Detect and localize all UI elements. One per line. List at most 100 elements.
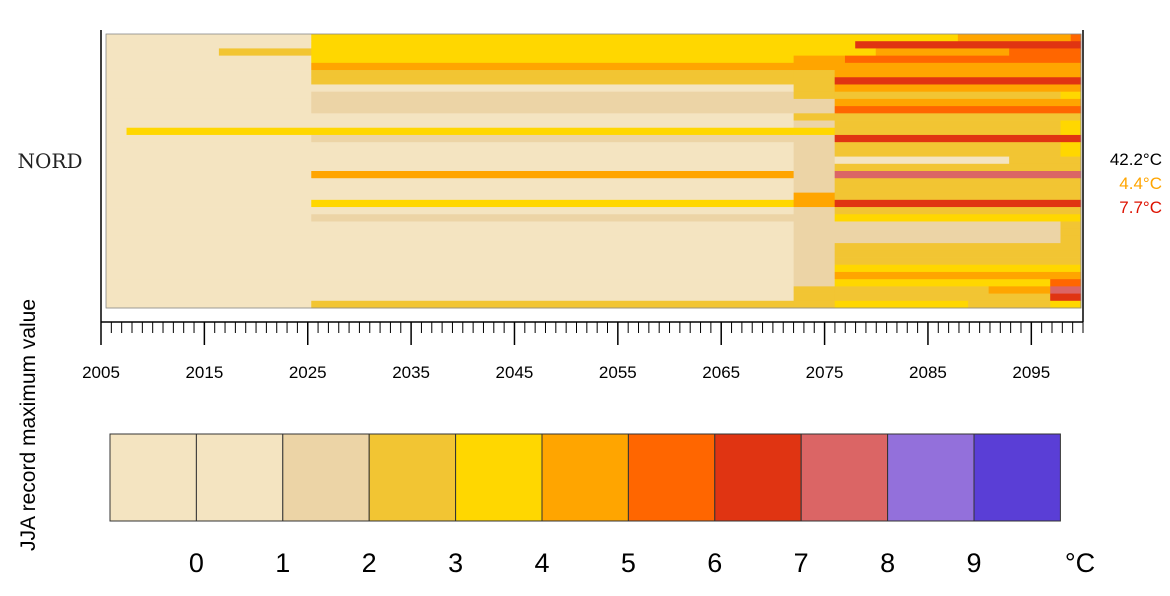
heatmap-cell-r32-s3 <box>834 264 1082 273</box>
heatmap-cell-r6-s3 <box>834 77 1082 85</box>
heatmap-cell-r29-s2 <box>793 243 836 251</box>
heatmap-cell-r32-s0 <box>106 264 312 273</box>
plot-frame <box>105 33 1082 309</box>
heatmap-cell-r0-s0 <box>106 34 312 42</box>
heatmap-cell-r16-s1 <box>311 149 795 157</box>
legend-label-1: 1 <box>275 548 290 578</box>
heatmap-cell-r19-s2 <box>793 171 836 179</box>
heatmap-cell-r15-s3 <box>834 142 1061 150</box>
heatmap-cell-r37-s5 <box>1050 300 1082 309</box>
heatmap-cell-r35-s3 <box>834 286 990 294</box>
heatmap-cell-r27-s2 <box>793 228 836 237</box>
heatmap-cell-r13-s0 <box>106 127 127 136</box>
heatmap-cell-r22-s3 <box>834 192 1082 201</box>
heatmap-cell-r26-s2 <box>793 221 836 230</box>
heatmap-cell-r32-s1 <box>311 264 795 273</box>
heatmap-cell-r9-s3 <box>834 98 1082 107</box>
heatmap-cell-r6-s1 <box>311 77 795 85</box>
heatmap-cell-r24-s0 <box>106 207 312 215</box>
heatmap-cell-r30-s2 <box>793 250 836 258</box>
heatmap-cell-r14-s0 <box>106 134 312 143</box>
legend-label-0: 0 <box>189 548 204 578</box>
heatmap-cell-r20-s1 <box>311 178 795 186</box>
heatmap-cell-r2-s1 <box>218 48 312 57</box>
heatmap-cell-r14-s2 <box>793 134 836 143</box>
heatmap-cell-r36-s1 <box>311 293 795 302</box>
heatmap-cell-r10-s2 <box>793 106 836 114</box>
heatmap-cell-r30-s0 <box>106 250 312 258</box>
legend-swatch-3 <box>368 433 457 522</box>
heatmap-cell-r31-s0 <box>106 257 312 266</box>
heatmap-cell-r17-s1 <box>311 156 795 165</box>
heatmap-cell-r27-s4 <box>1060 228 1082 237</box>
heatmap-cell-r25-s0 <box>106 214 312 222</box>
heatmap-cell-r21-s0 <box>106 185 312 194</box>
x-tick-label-2075: 2075 <box>806 363 844 382</box>
legend-swatch-5 <box>541 433 629 522</box>
heatmap-cell-r9-s1 <box>311 98 795 107</box>
heatmap-cell-r35-s2 <box>793 286 836 294</box>
heatmap-cell-r2-s2 <box>311 48 877 57</box>
legend-unit: °C <box>1065 548 1095 578</box>
heatmap-cell-r33-s2 <box>793 271 836 280</box>
heatmap-cell-r35-s4 <box>988 286 1051 294</box>
heatmap-cell-r15-s4 <box>1060 142 1082 150</box>
heatmap-cell-r25-s1 <box>311 214 795 222</box>
heatmap-cell-r27-s0 <box>106 228 312 237</box>
heatmap-cell-r25-s2 <box>793 214 836 222</box>
x-axis-tick-labels: 2005 2015 2025 2035 2045 2055 2065 2075 2085 2095 <box>82 363 1050 382</box>
heatmap-cell-r26-s3 <box>834 221 1061 230</box>
readout-value-2: 7.7°C <box>1119 198 1162 217</box>
heatmap-cell-r6-s2 <box>793 77 836 85</box>
heatmap-cell-r18-s3 <box>834 163 1082 172</box>
heatmap-cell-r22-s0 <box>106 192 312 201</box>
heatmap-cell-r11-s3 <box>834 113 1082 121</box>
heatmap-cell-r35-s0 <box>106 286 312 294</box>
heatmap-cell-r20-s2 <box>793 178 836 186</box>
heatmap-cell-r36-s3 <box>834 293 990 302</box>
heatmap-cell-r30-s3 <box>834 250 1082 258</box>
heatmap-cell-r1-s0 <box>106 41 312 49</box>
heatmap-cell-r9-s0 <box>106 98 312 107</box>
heatmap-cell-r4-s0 <box>106 62 312 71</box>
heatmap-cell-r13-s3 <box>834 127 1061 136</box>
heatmap-cell-r15-s0 <box>106 142 312 150</box>
heatmap-cell-r34-s1 <box>311 279 795 287</box>
heatmap-cell-r3-s2 <box>793 55 846 64</box>
heatmap-cell-r19-s1 <box>311 171 795 179</box>
heatmap-cell-r7-s1 <box>311 84 795 93</box>
heatmap-cell-r17-s3 <box>834 156 1010 165</box>
heatmap-cell-r37-s2 <box>793 300 836 309</box>
heatmap-cell-r1-s2 <box>855 41 1082 49</box>
heatmap-cell-r34-s2 <box>793 279 836 287</box>
heatmap-cells <box>106 34 1082 309</box>
legend-labels: 0 1 2 3 4 5 6 7 8 9 <box>189 548 982 578</box>
x-tick-label-2065: 2065 <box>702 363 740 382</box>
heatmap-cell-r10-s1 <box>311 106 795 114</box>
x-tick-label-2025: 2025 <box>289 363 327 382</box>
heatmap-cell-r12-s2 <box>793 120 836 129</box>
legend-swatch-9 <box>887 433 975 522</box>
heatmap-cell-r12-s3 <box>834 120 1061 129</box>
heatmap-cell-r33-s3 <box>834 271 1082 280</box>
heatmap-cell-r24-s1 <box>311 207 795 215</box>
legend-swatch-2 <box>282 433 370 522</box>
x-tick-label-2005: 2005 <box>82 363 120 382</box>
x-tick-label-2015: 2015 <box>185 363 223 382</box>
heatmap-cell-r28-s3 <box>834 235 1061 244</box>
legend-swatch-6 <box>627 433 716 522</box>
heatmap-cell-r18-s2 <box>793 163 836 172</box>
heatmap-cell-r37-s1 <box>311 300 795 309</box>
heatmap-cell-r17-s2 <box>793 156 836 165</box>
heatmap-cell-r24-s3 <box>834 207 1082 215</box>
heatmap-cell-r31-s3 <box>834 257 1082 266</box>
heatmap-cell-r26-s0 <box>106 221 312 230</box>
heatmap-cell-r36-s5 <box>1050 293 1082 302</box>
x-axis-ticks <box>100 322 1084 345</box>
heatmap-cell-r8-s0 <box>106 91 312 100</box>
legend-label-8: 8 <box>880 548 895 578</box>
heatmap-cell-r1-s1 <box>311 41 856 49</box>
heatmap-cell-r34-s0 <box>106 279 312 287</box>
heatmap-cell-r4-s1 <box>311 62 795 71</box>
